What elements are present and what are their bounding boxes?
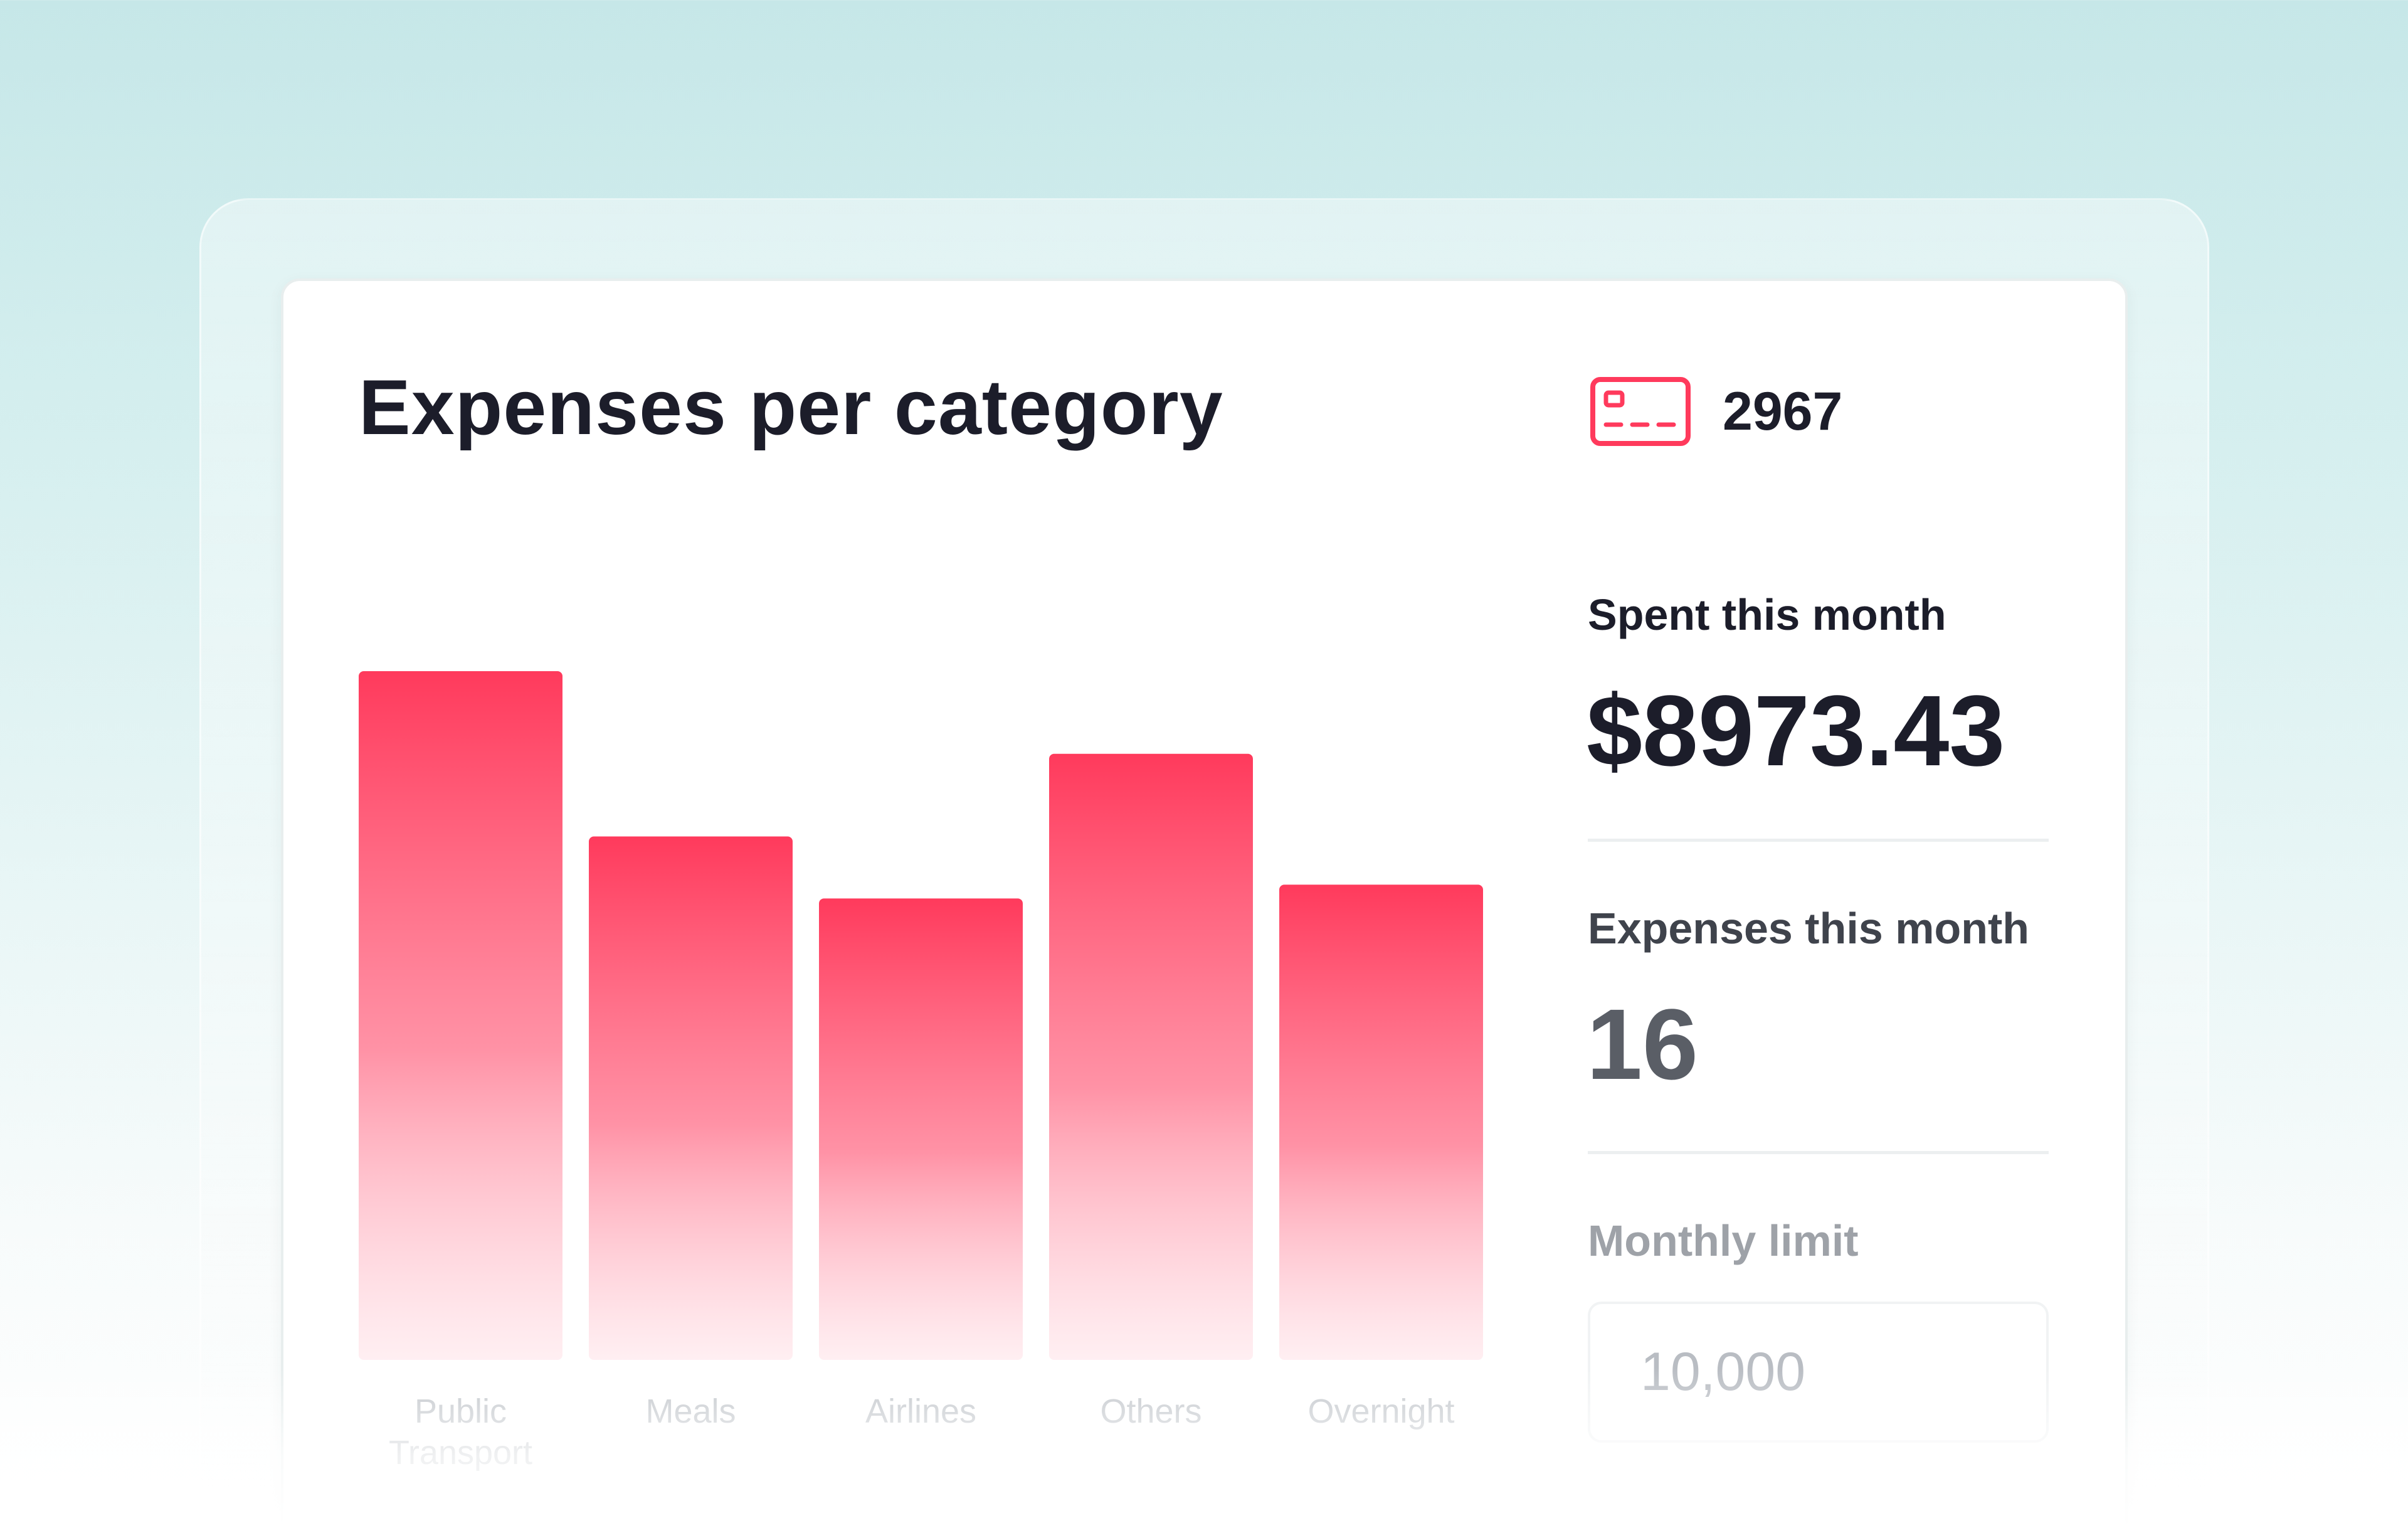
expenses-this-month-value: 16 <box>1587 988 1698 1100</box>
spent-this-month-value: $8973.43 <box>1587 674 2005 787</box>
bar-overnight[interactable] <box>1279 884 1483 1360</box>
divider <box>1588 839 2049 842</box>
expenses-bar-chart: Public Transport Meals Airlines Others Overni… <box>351 652 1518 1487</box>
chart-x-labels: Public Transport Meals Airlines Others Overni… <box>389 1393 1455 1472</box>
x-label: Meals <box>645 1393 736 1430</box>
x-label: Public Transport <box>389 1393 532 1472</box>
chart-bars <box>359 671 1483 1360</box>
monthly-limit-field[interactable]: $ <box>1588 1302 2049 1443</box>
card-number: 2967 <box>1723 381 1843 442</box>
card-badge: 2967 <box>1590 376 1842 447</box>
expenses-this-month-label: Expenses this month <box>1588 904 2030 953</box>
monthly-limit-label: Monthly limit <box>1588 1216 1859 1265</box>
bar-public-transport[interactable] <box>359 671 562 1360</box>
bar-meals[interactable] <box>589 836 793 1360</box>
divider <box>1588 1151 2049 1154</box>
credit-card-icon <box>1590 376 1691 447</box>
x-label: Others <box>1100 1393 1201 1430</box>
bar-others[interactable] <box>1049 753 1253 1360</box>
x-label: Airlines <box>865 1393 976 1430</box>
chart-svg: Public Transport Meals Airlines Others Overni… <box>359 671 1483 1472</box>
card-title: Expenses per category <box>359 364 1223 451</box>
monthly-limit-input[interactable] <box>1590 1304 2046 1440</box>
bar-airlines[interactable] <box>819 898 1023 1360</box>
spent-this-month-label: Spent this month <box>1588 590 1946 639</box>
x-label: Overnight <box>1307 1393 1454 1430</box>
